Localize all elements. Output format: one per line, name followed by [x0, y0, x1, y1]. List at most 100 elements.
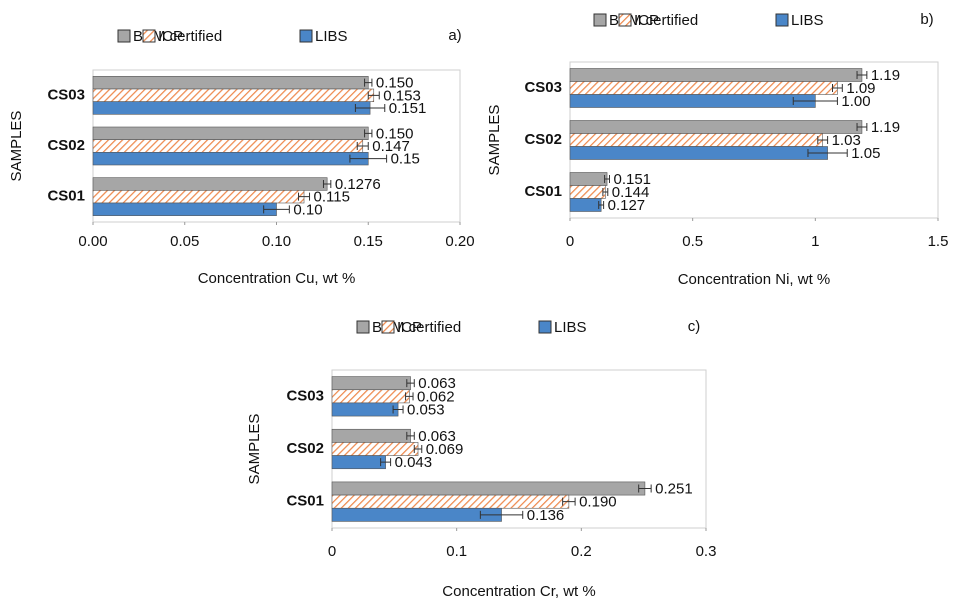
- x-tick-label: 0.1: [446, 543, 467, 560]
- bar: [92, 101, 371, 115]
- legend-swatch: [593, 13, 607, 27]
- bar: [331, 507, 502, 522]
- y-tick-label: CS01: [286, 493, 324, 510]
- error-bar: [406, 431, 415, 440]
- legend-swatch: [117, 29, 131, 43]
- y-axis-label: SAMPLES: [246, 414, 263, 485]
- error-bar: [356, 142, 369, 150]
- y-tick-label: CS03: [47, 86, 85, 103]
- error-bar: [392, 405, 404, 414]
- error-bar: [602, 188, 609, 196]
- bar: [92, 190, 305, 204]
- error-bar: [856, 71, 868, 79]
- value-label: 0.15: [391, 151, 420, 168]
- bar: [331, 389, 410, 404]
- value-label: 0.151: [613, 171, 651, 188]
- error-bar: [263, 205, 290, 214]
- error-bar: [364, 78, 373, 87]
- legend-label: LIBS: [315, 28, 348, 45]
- value-label: 0.150: [376, 125, 414, 142]
- legend-swatch: [618, 13, 632, 27]
- value-label: 0.063: [418, 428, 456, 445]
- y-axis-label: SAMPLES: [486, 105, 503, 176]
- bar: [569, 185, 606, 199]
- value-label: 1.03: [832, 132, 861, 149]
- error-bar: [479, 510, 524, 519]
- value-label: 1.00: [841, 93, 870, 110]
- error-bar: [349, 154, 388, 163]
- value-label: 1.09: [846, 80, 875, 97]
- legend-swatch: [775, 13, 789, 27]
- error-bar: [807, 149, 848, 157]
- x-axis-label: Concentration Cu, wt %: [198, 270, 356, 287]
- error-bar: [405, 392, 414, 401]
- x-tick-label: 1.5: [928, 233, 949, 250]
- value-label: 1.05: [851, 145, 880, 162]
- y-tick-label: CS01: [524, 183, 562, 200]
- bar: [331, 402, 399, 417]
- error-bar: [413, 445, 423, 453]
- bar: [331, 376, 411, 391]
- error-bar: [364, 129, 373, 138]
- bar: [569, 94, 816, 108]
- x-tick-label: 0: [328, 543, 336, 560]
- legend-label: ICP: [634, 12, 659, 29]
- error-bar: [367, 91, 380, 100]
- bar: [331, 455, 386, 470]
- error-bar: [817, 136, 829, 144]
- value-label: 0.069: [426, 441, 464, 458]
- value-label: 0.147: [372, 138, 410, 155]
- value-label: 0.053: [407, 401, 445, 418]
- x-tick-label: 0.5: [682, 233, 703, 250]
- x-tick-label: 0.05: [170, 233, 199, 250]
- value-label: 0.115: [314, 189, 350, 206]
- value-label: 0.150: [376, 75, 414, 92]
- y-tick-label: CS01: [47, 188, 85, 205]
- value-label: 0.151: [389, 100, 427, 117]
- y-axis-label: SAMPLES: [8, 111, 25, 182]
- bar: [92, 177, 328, 191]
- bar: [92, 88, 375, 102]
- bar: [331, 428, 411, 443]
- value-label: 1.19: [871, 67, 900, 84]
- x-tick-label: 0.15: [354, 233, 383, 250]
- panel-label: a): [448, 27, 461, 44]
- value-label: 0.136: [527, 507, 565, 524]
- y-tick-label: CS02: [286, 440, 324, 457]
- legend-label: ICP: [397, 319, 422, 336]
- error-bar: [562, 497, 576, 506]
- x-axis-label: Concentration Ni, wt %: [678, 271, 831, 288]
- value-label: 0.1276: [335, 176, 381, 193]
- error-bar: [832, 84, 843, 92]
- legend-swatch: [381, 320, 395, 334]
- panel-label: c): [688, 318, 701, 335]
- bar: [92, 139, 364, 153]
- x-tick-label: 0.10: [262, 233, 291, 250]
- bar: [569, 120, 863, 134]
- y-tick-label: CS02: [47, 137, 85, 154]
- bar: [569, 81, 838, 95]
- value-label: 0.144: [612, 184, 650, 201]
- value-label: 1.19: [871, 119, 900, 136]
- y-tick-label: CS03: [524, 79, 562, 96]
- y-tick-label: CS02: [524, 131, 562, 148]
- x-axis-label: Concentration Cr, wt %: [442, 583, 595, 600]
- legend-swatch: [299, 29, 313, 43]
- bar: [569, 172, 608, 186]
- bar: [569, 133, 823, 147]
- value-label: 0.10: [293, 201, 322, 218]
- error-bar: [406, 379, 415, 388]
- x-tick-label: 0.00: [78, 233, 107, 250]
- error-bar: [604, 175, 610, 183]
- bar: [92, 152, 369, 166]
- bar: [92, 76, 369, 90]
- x-tick-label: 0.2: [571, 543, 592, 560]
- value-label: 0.127: [608, 197, 646, 214]
- x-tick-label: 0.20: [445, 233, 474, 250]
- error-bar: [380, 458, 392, 467]
- value-label: 0.251: [655, 480, 693, 497]
- y-tick-label: CS03: [286, 387, 324, 404]
- legend-swatch: [356, 320, 370, 334]
- bar: [92, 126, 369, 140]
